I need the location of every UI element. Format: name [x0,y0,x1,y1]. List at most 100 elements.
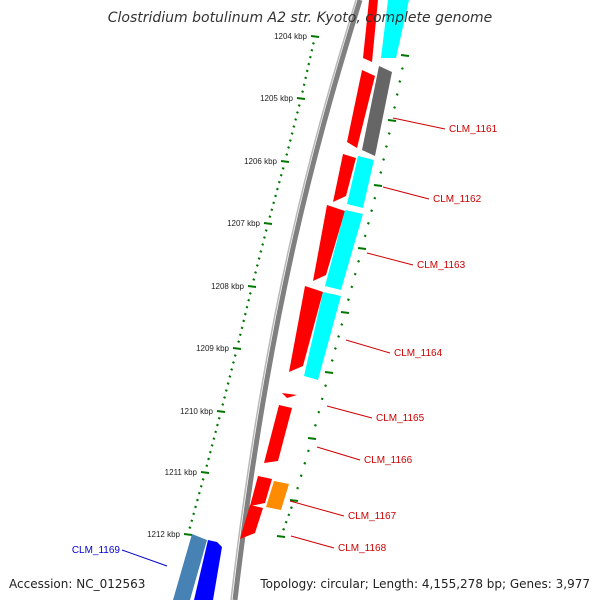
gene-feature-cyan[interactable] [347,156,374,208]
minor-tick [295,111,299,114]
scale-label: 1207 kbp [227,219,260,228]
minor-tick [301,90,305,94]
gene-feature-cyan[interactable] [304,292,341,380]
minor-tick [223,396,227,399]
inner-minor-tick [373,196,377,200]
inner-minor-tick [393,106,397,109]
inner-minor-tick [333,347,337,350]
scale-label: 1210 kbp [180,407,213,416]
minor-tick [272,201,276,205]
minor-tick [294,118,298,121]
gene-feature-cyan[interactable] [381,0,409,58]
accession-text: Accession: NC_012563 [9,577,146,591]
gene-label[interactable]: CLM_1161 [449,124,498,135]
minor-tick [261,243,265,246]
scale-ticks: 1204 kbp 1205 kbp 1206 kbp 1207 kbp 1208 kbp… [147,32,410,539]
leader-line [289,500,345,517]
gene-label[interactable]: CLM_1167 [348,511,397,522]
inner-minor-tick [306,449,310,453]
gene-label[interactable]: CLM_1165 [376,413,425,424]
inner-minor-tick [317,410,321,414]
gene-feature-red[interactable] [250,476,272,506]
gene-feature-blue[interactable] [194,540,222,600]
inner-minor-tick [387,132,391,135]
inner-minor-tick [337,335,341,338]
minor-tick [311,41,315,45]
inner-major-tick [289,499,299,502]
gene-feature-red[interactable] [282,393,297,398]
minor-tick [214,430,218,434]
minor-tick [248,291,252,295]
inner-minor-tick [284,520,288,524]
inner-minor-tick [353,272,357,276]
inner-minor-tick [366,221,370,225]
inner-minor-tick [303,461,307,465]
minor-tick [254,271,258,274]
genome-title: Clostridium botulinum A2 str. Kyoto, com… [108,10,493,26]
minor-tick [270,208,274,212]
minor-tick [279,173,283,177]
inner-minor-tick [382,158,386,161]
major-tick [247,285,257,288]
gene-feature-gray[interactable] [362,66,392,156]
minor-tick [255,264,259,267]
leader-line [382,186,430,200]
inner-minor-tick [340,323,344,326]
gene-feature-red[interactable] [363,0,378,62]
gene-label[interactable]: CLM_1169 [72,545,121,556]
minor-tick [305,69,309,73]
minor-tick [210,443,214,447]
minor-tick [230,368,234,371]
inner-minor-tick [299,474,303,478]
gene-feature-red[interactable] [313,205,345,281]
minor-tick [257,257,261,260]
major-tick [200,471,210,474]
scale-label: 1212 kbp [147,530,180,539]
leader-line [326,405,373,419]
inner-major-tick [276,535,286,538]
gene-feature-red[interactable] [333,154,356,202]
gene-label[interactable]: CLM_1164 [394,348,443,359]
minor-tick [304,76,308,80]
gene-feature-cyan[interactable] [325,210,363,290]
minor-tick [274,194,278,198]
inner-minor-tick [400,67,404,70]
gene-label[interactable]: CLM_1162 [433,194,482,205]
gene-feature-red[interactable] [240,505,263,539]
minor-tick [226,382,230,385]
major-tick [263,222,273,225]
gene-label[interactable]: CLM_1163 [417,260,466,271]
gene-features [173,0,409,600]
minor-tick [205,464,209,468]
inner-major-tick [373,184,383,187]
inner-minor-tick [379,171,383,174]
topology-summary: Topology: circular; Length: 4,155,278 bp… [260,577,590,591]
inner-minor-tick [287,513,291,517]
inner-minor-tick [330,359,334,362]
genome-backbone-highlight [230,0,357,600]
major-tick [232,347,242,350]
genome-backbone [232,0,363,600]
inner-major-tick [387,119,397,122]
gene-feature-orange[interactable] [266,481,289,510]
inner-minor-tick [282,527,286,531]
leader-line [290,535,335,549]
minor-tick [259,250,263,253]
inner-minor-tick [296,486,300,490]
inner-minor-tick [324,384,328,388]
inner-minor-tick [350,285,354,289]
gene-feature-red[interactable] [264,405,292,463]
inner-minor-tick [395,93,399,96]
gene-label[interactable]: CLM_1168 [338,543,387,554]
leader-line [392,117,446,130]
gene-feature-steelblue[interactable] [173,534,207,600]
gene-feature-red[interactable] [289,286,323,372]
gene-feature-red[interactable] [347,70,375,148]
minor-tick [215,423,219,427]
inner-minor-tick [289,506,293,510]
scale-label: 1204 kbp [274,32,307,41]
gene-label[interactable]: CLM_1166 [364,455,413,466]
minor-tick [307,62,311,66]
